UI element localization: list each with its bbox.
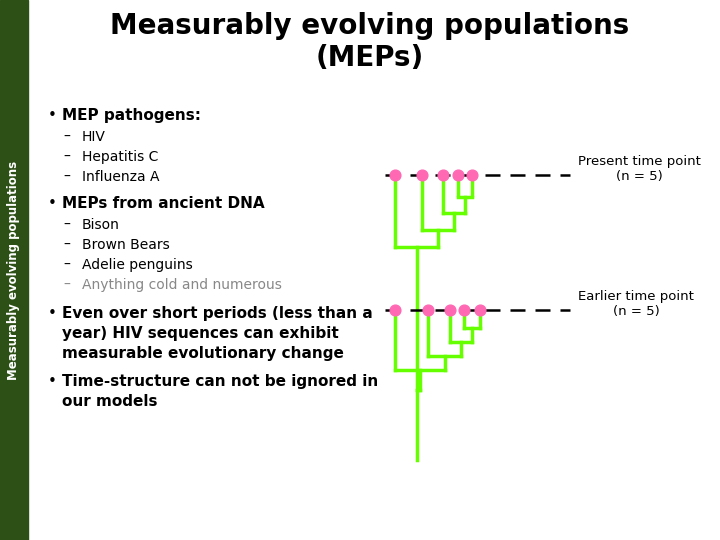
Text: –: –	[63, 130, 70, 144]
Text: Time-structure can not be ignored in: Time-structure can not be ignored in	[62, 374, 378, 389]
Point	[390, 306, 401, 314]
Text: year) HIV sequences can exhibit: year) HIV sequences can exhibit	[62, 326, 338, 341]
Text: –: –	[63, 258, 70, 272]
Point	[474, 306, 486, 314]
Text: our models: our models	[62, 394, 158, 409]
Point	[437, 171, 449, 179]
Point	[444, 306, 456, 314]
Text: Earlier time point
(n = 5): Earlier time point (n = 5)	[578, 290, 694, 318]
Point	[467, 171, 478, 179]
Text: –: –	[63, 278, 70, 292]
Point	[422, 306, 433, 314]
Text: •: •	[48, 196, 56, 211]
Text: Hepatitis C: Hepatitis C	[82, 150, 158, 164]
Text: Measurably evolving populations: Measurably evolving populations	[7, 160, 20, 380]
Bar	[0, 0, 28, 540]
Text: •: •	[48, 374, 56, 389]
Text: measurable evolutionary change: measurable evolutionary change	[62, 346, 344, 361]
Point	[452, 171, 464, 179]
Text: –: –	[63, 150, 70, 164]
Text: Influenza A: Influenza A	[82, 170, 160, 184]
Text: Even over short periods (less than a: Even over short periods (less than a	[62, 306, 373, 321]
Text: MEP pathogens:: MEP pathogens:	[62, 108, 201, 123]
Text: Present time point
(n = 5): Present time point (n = 5)	[578, 155, 701, 183]
Text: Measurably evolving populations
(MEPs): Measurably evolving populations (MEPs)	[110, 12, 629, 72]
Text: –: –	[63, 238, 70, 252]
Text: Brown Bears: Brown Bears	[82, 238, 170, 252]
Point	[458, 306, 469, 314]
Text: •: •	[48, 108, 56, 123]
Text: MEPs from ancient DNA: MEPs from ancient DNA	[62, 196, 265, 211]
Text: –: –	[63, 218, 70, 232]
Point	[416, 171, 428, 179]
Point	[390, 171, 401, 179]
Text: Adelie penguins: Adelie penguins	[82, 258, 193, 272]
Text: Bison: Bison	[82, 218, 120, 232]
Text: Anything cold and numerous: Anything cold and numerous	[82, 278, 282, 292]
Text: –: –	[63, 170, 70, 184]
Text: HIV: HIV	[82, 130, 106, 144]
Text: •: •	[48, 306, 56, 321]
